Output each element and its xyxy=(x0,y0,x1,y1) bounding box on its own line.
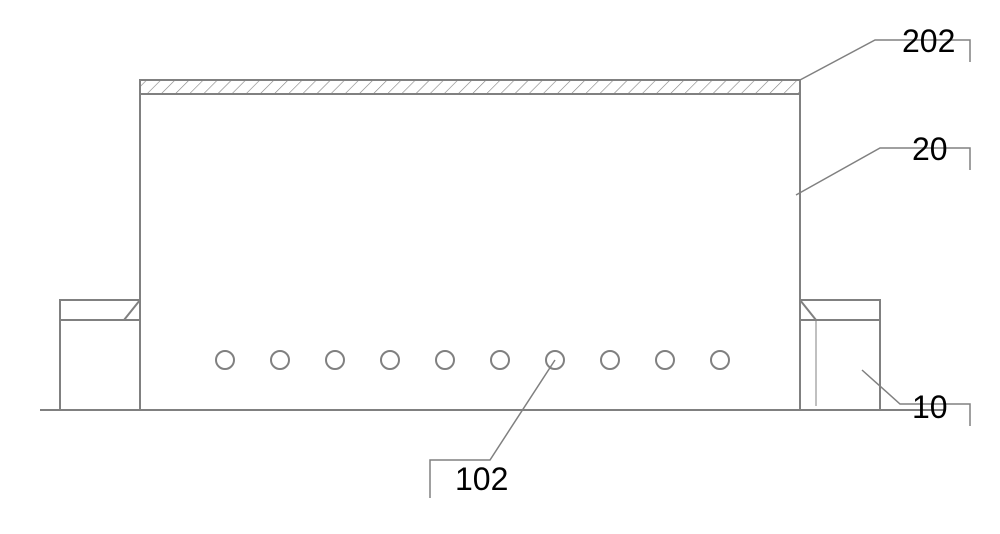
lbl-10: 10 xyxy=(862,370,970,426)
lbl-10-text: 10 xyxy=(912,389,948,425)
hole xyxy=(216,351,234,369)
hole xyxy=(381,351,399,369)
lbl-20: 20 xyxy=(796,131,970,195)
main-body-20 xyxy=(140,94,800,410)
right-bracket-body xyxy=(800,320,880,410)
hole xyxy=(436,351,454,369)
lbl-202: 202 xyxy=(800,23,970,80)
left-bracket-body xyxy=(60,320,140,410)
hole xyxy=(711,351,729,369)
left-bracket-top xyxy=(60,300,140,320)
lbl-20-text: 20 xyxy=(912,131,948,167)
top-plate-202 xyxy=(140,80,800,94)
hole xyxy=(271,351,289,369)
hole xyxy=(656,351,674,369)
hole xyxy=(491,351,509,369)
lbl-102-text: 102 xyxy=(455,461,508,497)
hole xyxy=(601,351,619,369)
right-bracket-top xyxy=(800,300,880,320)
hole xyxy=(326,351,344,369)
lbl-202-text: 202 xyxy=(902,23,955,59)
